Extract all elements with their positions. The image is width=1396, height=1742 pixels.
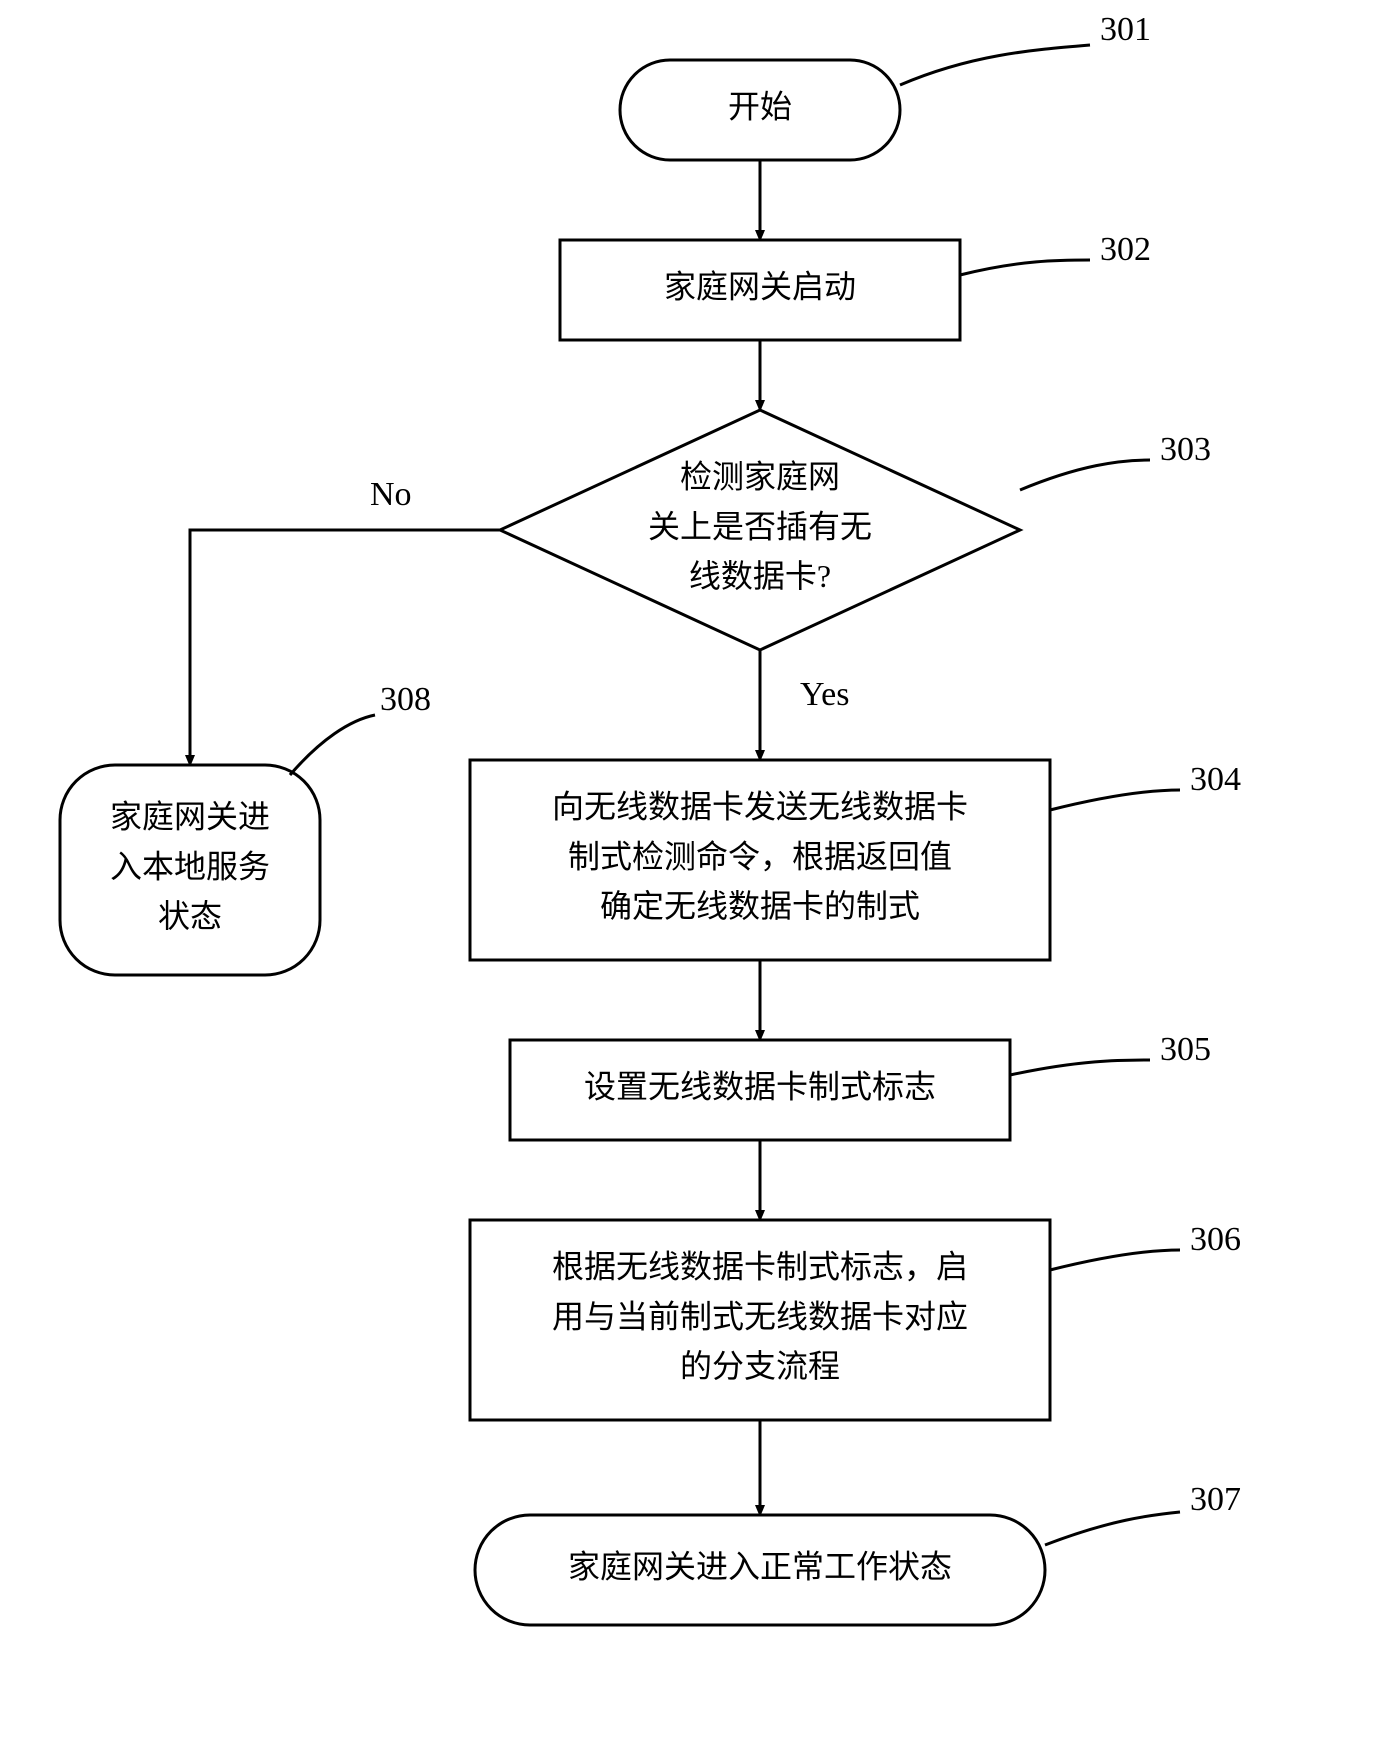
- node-text-n301-0: 开始: [728, 88, 792, 124]
- flowchart: Yes No 开始 301 家庭网关启动 302 检测家庭网关上是否插有无线数据卡? 303 向…: [0, 0, 1396, 1742]
- node-text-n306-2: 的分支流程: [680, 1348, 840, 1384]
- leader-n304: [1050, 790, 1180, 810]
- node-text-n303-0: 检测家庭网: [680, 459, 840, 495]
- leader-n303: [1020, 460, 1150, 490]
- leader-n305: [1010, 1060, 1150, 1075]
- node-n308: 家庭网关进入本地服务状态 308: [60, 681, 431, 975]
- node-text-n305-0: 设置无线数据卡制式标志: [584, 1068, 936, 1104]
- leader-n308: [290, 715, 375, 775]
- node-n306: 根据无线数据卡制式标志，启用与当前制式无线数据卡对应的分支流程 306: [470, 1220, 1241, 1420]
- node-n307: 家庭网关进入正常工作状态 307: [475, 1481, 1241, 1625]
- edge-label-no: No: [370, 476, 412, 513]
- node-text-n308-0: 家庭网关进: [110, 799, 270, 835]
- node-n302: 家庭网关启动 302: [560, 231, 1151, 340]
- node-text-n304-0: 向无线数据卡发送无线数据卡: [552, 789, 968, 825]
- leader-n306: [1050, 1250, 1180, 1270]
- node-number-n307: 307: [1190, 1481, 1241, 1518]
- node-n303: 检测家庭网关上是否插有无线数据卡? 303: [500, 410, 1211, 650]
- node-number-n303: 303: [1160, 431, 1211, 468]
- leader-n301: [900, 45, 1090, 85]
- node-n301: 开始 301: [620, 11, 1151, 160]
- node-number-n301: 301: [1100, 11, 1151, 48]
- node-text-n308-2: 状态: [158, 898, 222, 934]
- node-text-n303-1: 关上是否插有无: [648, 508, 872, 544]
- node-text-n306-1: 用与当前制式无线数据卡对应: [552, 1298, 968, 1334]
- node-number-n304: 304: [1190, 761, 1241, 798]
- node-text-n304-2: 确定无线数据卡的制式: [600, 888, 920, 924]
- node-text-n308-1: 入本地服务: [110, 848, 270, 884]
- node-number-n308: 308: [380, 681, 431, 718]
- leader-n307: [1045, 1512, 1180, 1545]
- node-text-n304-1: 制式检测命令，根据返回值: [568, 838, 952, 874]
- node-text-n306-0: 根据无线数据卡制式标志，启: [552, 1249, 968, 1285]
- node-n305: 设置无线数据卡制式标志 305: [510, 1031, 1211, 1140]
- node-number-n302: 302: [1100, 231, 1151, 268]
- node-text-n303-2: 线数据卡?: [689, 558, 831, 594]
- leader-n302: [960, 260, 1090, 275]
- node-text-n302-0: 家庭网关启动: [664, 268, 856, 304]
- node-number-n306: 306: [1190, 1221, 1241, 1258]
- node-text-n307-0: 家庭网关进入正常工作状态: [568, 1548, 952, 1584]
- node-number-n305: 305: [1160, 1031, 1211, 1068]
- edge-n303-n308: [190, 530, 500, 765]
- edge-label-yes: Yes: [800, 676, 849, 713]
- node-n304: 向无线数据卡发送无线数据卡制式检测命令，根据返回值确定无线数据卡的制式 304: [470, 760, 1241, 960]
